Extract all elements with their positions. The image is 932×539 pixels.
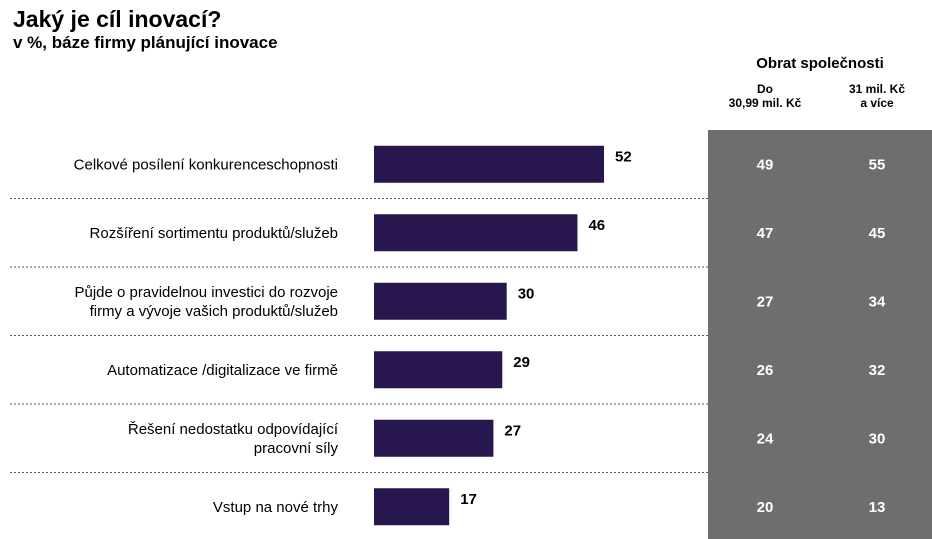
bar <box>374 488 450 526</box>
table-value-small: 49 <box>757 156 774 173</box>
category-label: firmy a vývoje vašich produktů/služeb <box>90 303 338 320</box>
category-label: Řešení nedostatku odpovídající <box>128 421 339 438</box>
bar <box>374 351 503 389</box>
bar <box>374 419 494 457</box>
table-value-large: 45 <box>869 225 886 242</box>
bar <box>374 214 578 252</box>
column-header-small: Do 30,99 mil. Kč <box>710 82 820 110</box>
table-value-small: 20 <box>757 499 774 516</box>
chart-title: Jaký je cíl inovací? <box>13 6 222 32</box>
bar <box>374 145 604 183</box>
category-label: Půjde o pravidelnou investici do rozvoje <box>75 284 339 301</box>
bar-value-label: 52 <box>615 148 632 165</box>
bar-value-label: 46 <box>588 217 605 234</box>
table-value-large: 34 <box>869 293 886 310</box>
bar-value-label: 30 <box>518 285 535 302</box>
column-header-large-line-2: a více <box>860 96 894 110</box>
bar-value-label: 29 <box>513 354 530 371</box>
turnover-group-header: Obrat společnosti <box>756 55 884 72</box>
category-label: Rozšíření sortimentu produktů/služeb <box>90 225 338 242</box>
table-value-large: 13 <box>869 499 886 516</box>
table-value-small: 47 <box>757 225 774 242</box>
category-label: Vstup na nové trhy <box>213 499 339 516</box>
column-header-large: 31 mil. Kč a více <box>822 82 932 110</box>
table-value-small: 26 <box>757 362 774 379</box>
table-value-large: 32 <box>869 362 886 379</box>
bar-value-label: 17 <box>460 491 477 508</box>
table-value-small: 27 <box>757 293 774 310</box>
bar-value-label: 27 <box>504 422 521 439</box>
turnover-table-panel <box>708 130 932 539</box>
column-header-large-line-1: 31 mil. Kč <box>848 82 906 96</box>
column-header-small-line-2: 30,99 mil. Kč <box>728 96 802 110</box>
table-value-small: 24 <box>757 430 774 447</box>
column-header-small-line-1: Do <box>757 82 773 96</box>
category-label: pracovní síly <box>254 440 339 457</box>
table-value-large: 55 <box>869 156 886 173</box>
table-value-large: 30 <box>869 430 886 447</box>
chart-subtitle: v %, báze firmy plánující inovace <box>13 33 278 52</box>
category-label: Celkové posílení konkurenceschopnosti <box>74 156 338 173</box>
bar <box>374 282 507 320</box>
category-label: Automatizace /digitalizace ve firmě <box>107 362 338 379</box>
